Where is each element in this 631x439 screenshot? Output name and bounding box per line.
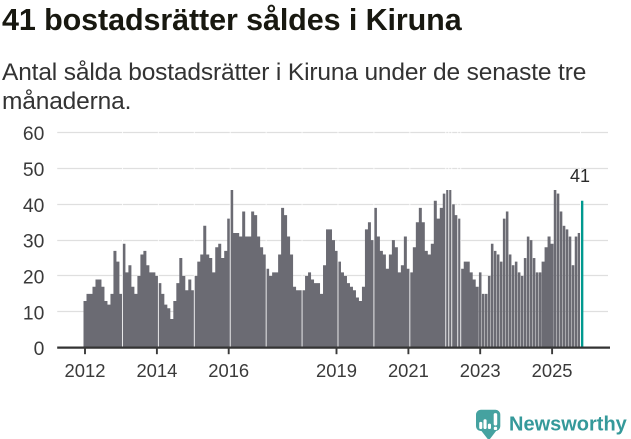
svg-text:2014: 2014 [136, 360, 177, 381]
svg-text:2023: 2023 [460, 360, 501, 381]
svg-text:30: 30 [23, 232, 44, 253]
svg-text:60: 60 [23, 124, 44, 145]
svg-text:41: 41 [570, 166, 590, 186]
svg-text:2012: 2012 [65, 360, 106, 381]
svg-text:2019: 2019 [316, 360, 357, 381]
svg-text:2025: 2025 [532, 360, 573, 381]
svg-text:2016: 2016 [208, 360, 249, 381]
svg-text:10: 10 [23, 303, 44, 324]
svg-text:40: 40 [23, 196, 44, 217]
svg-text:Newsworthy: Newsworthy [509, 414, 628, 436]
svg-text:50: 50 [23, 160, 44, 181]
svg-text:2021: 2021 [388, 360, 429, 381]
svg-text:20: 20 [23, 268, 44, 289]
svg-text:0: 0 [34, 339, 45, 360]
